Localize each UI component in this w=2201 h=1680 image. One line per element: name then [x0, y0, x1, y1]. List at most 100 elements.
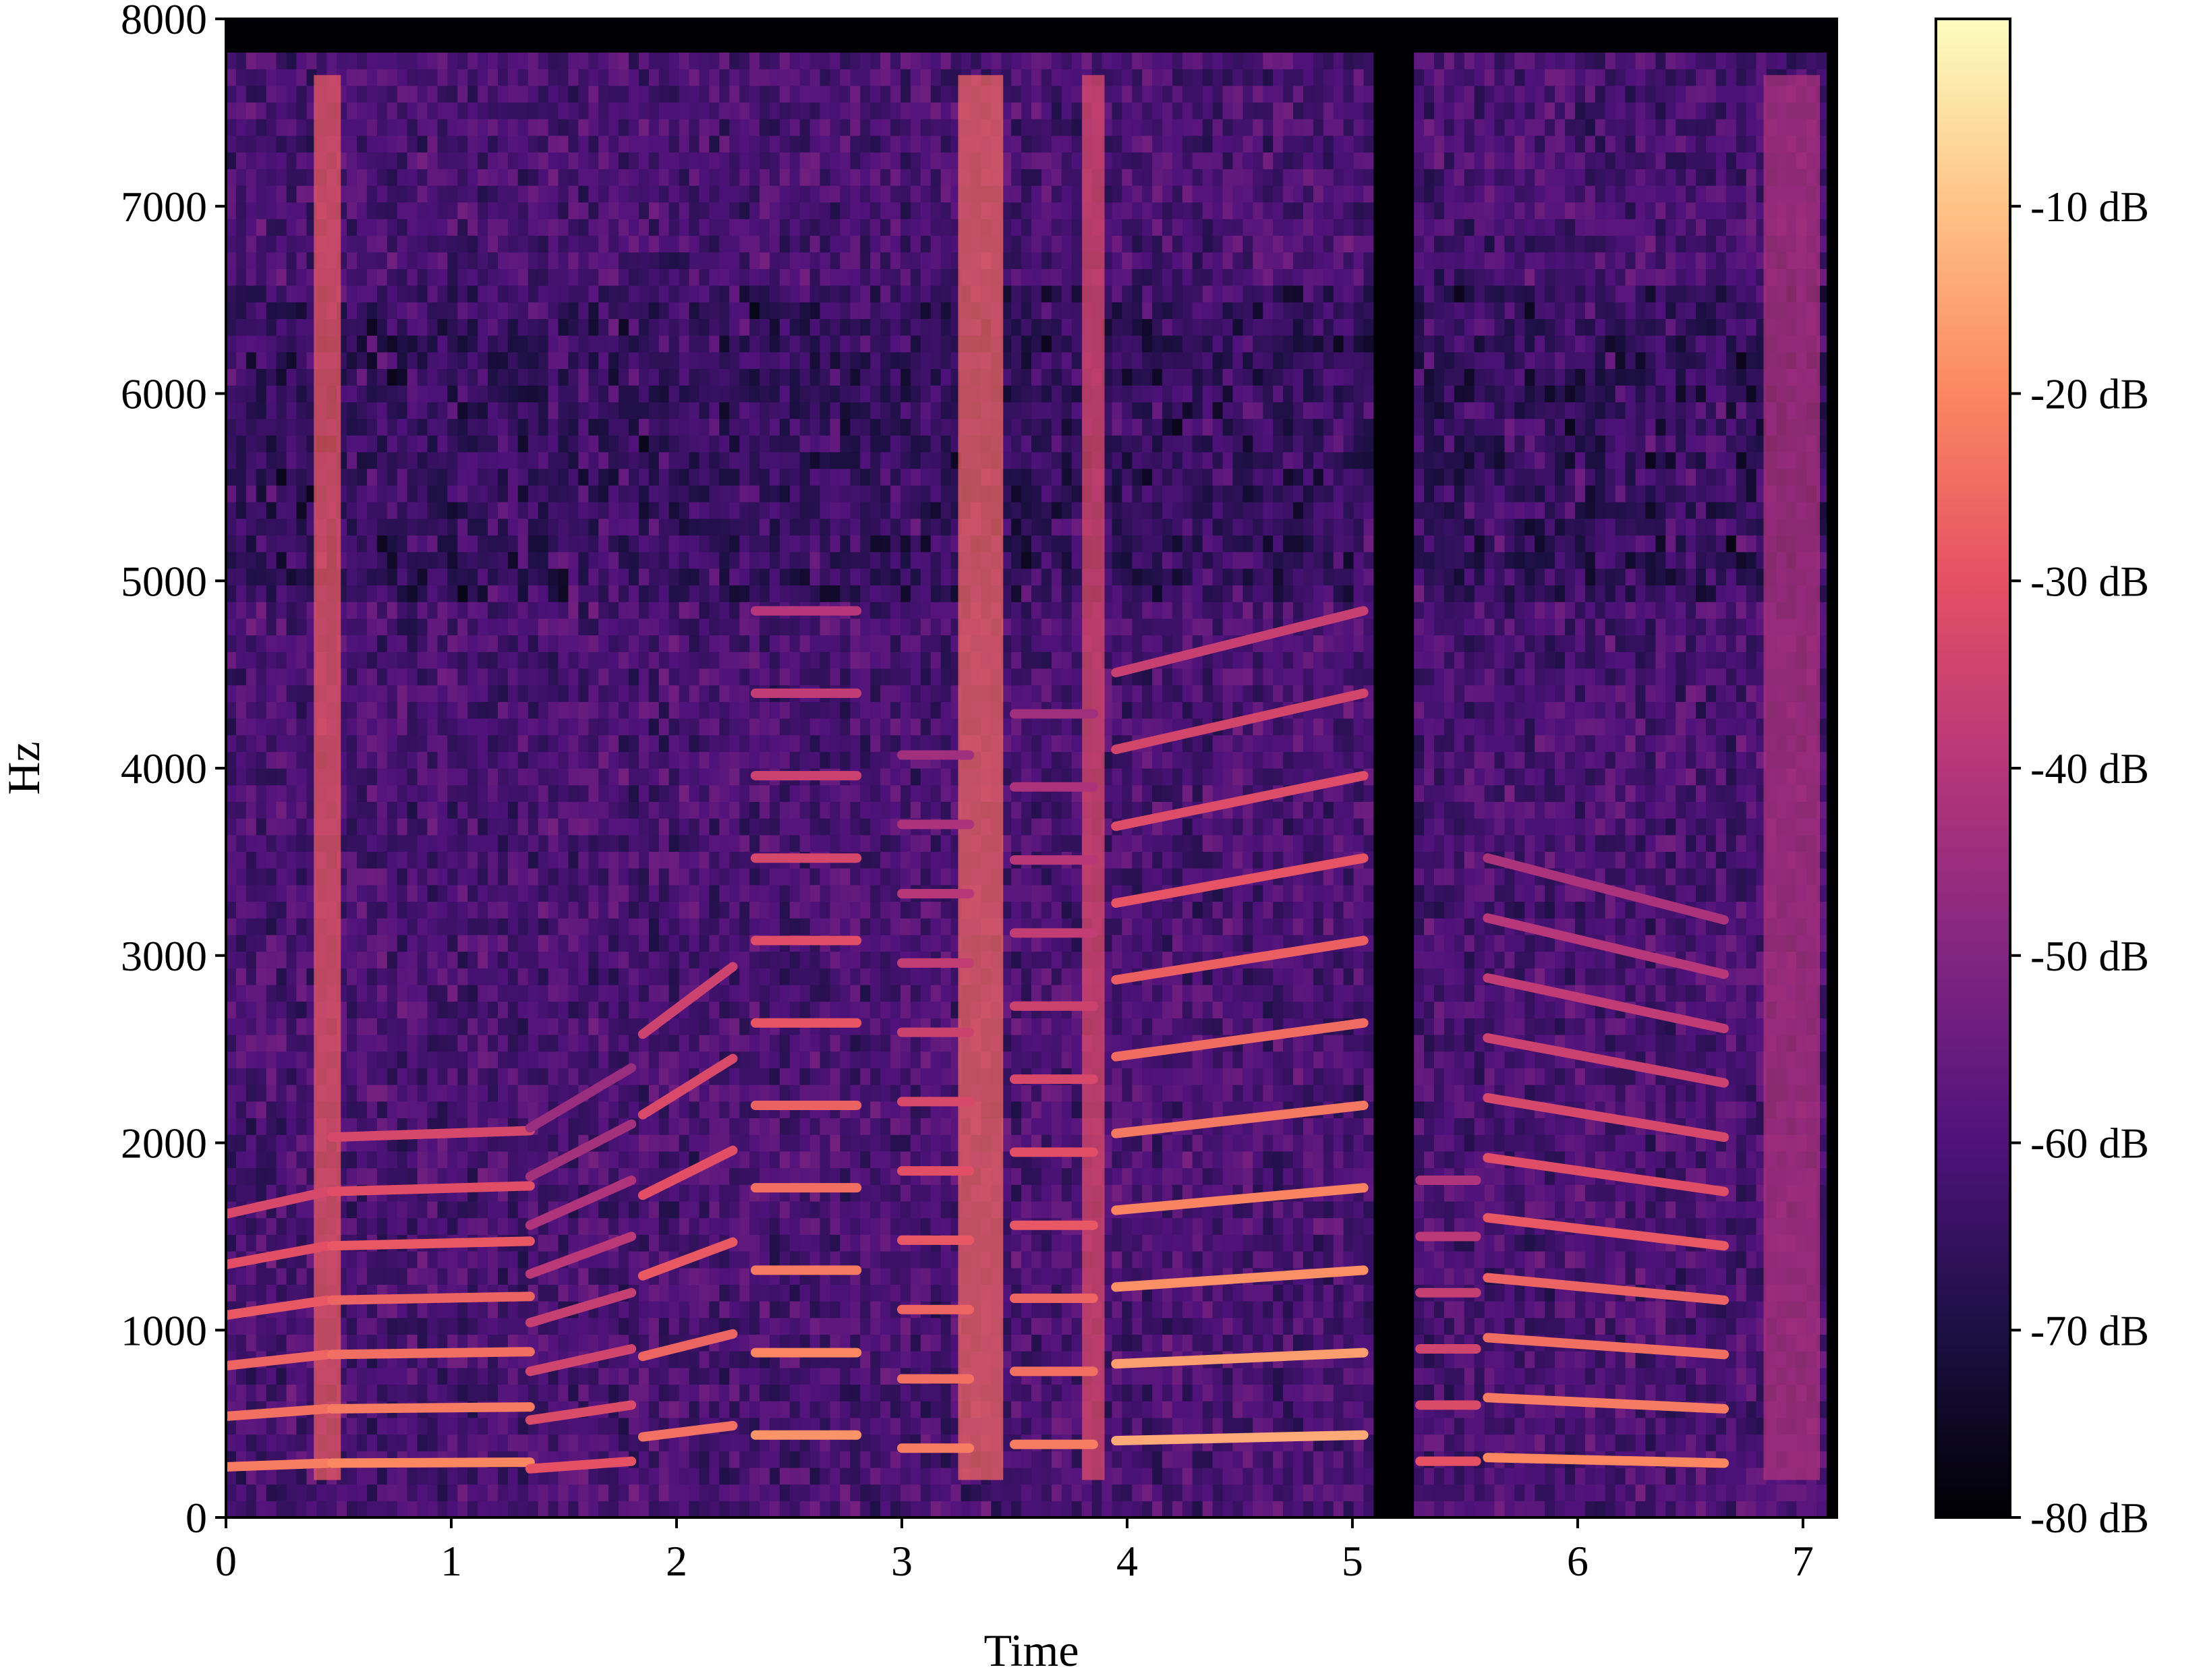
spectrogram-cell [246, 219, 257, 236]
spectrogram-cell [619, 1484, 629, 1501]
spectrogram-cell [427, 1001, 438, 1018]
spectrogram-cell [739, 1434, 750, 1451]
spectrogram-cell [729, 219, 740, 236]
spectrogram-cell [447, 901, 458, 919]
spectrogram-cell [719, 884, 730, 902]
spectrogram-cell [286, 552, 297, 569]
spectrogram-cell [276, 934, 287, 952]
spectrogram-cell [488, 335, 498, 353]
spectrogram-cell [437, 918, 448, 935]
spectrogram-cell [760, 152, 770, 169]
spectrogram-cell [507, 1051, 519, 1068]
spectrogram-cell [276, 518, 287, 535]
spectrogram-cell [558, 518, 569, 535]
spectrogram-cell [427, 1384, 438, 1401]
spectrogram-cell [760, 1401, 770, 1418]
spectrogram-cell [387, 1334, 398, 1352]
spectrogram-cell [779, 1084, 791, 1102]
spectrogram-cell [558, 135, 569, 153]
spectrogram-cell [286, 934, 297, 952]
spectrogram-cell [760, 834, 770, 852]
spectrogram-cell [608, 501, 619, 519]
spectrogram-cell [417, 1384, 428, 1401]
spectrogram-cell [226, 585, 237, 602]
spectrogram-cell [517, 69, 529, 86]
spectrogram-cell [517, 169, 529, 186]
spectrogram-cell [568, 219, 579, 236]
spectrogram-cell [629, 1035, 639, 1052]
spectrogram-cell [397, 1301, 408, 1319]
spectrogram-cell [608, 818, 619, 836]
spectrogram-cell [648, 1151, 660, 1169]
spectrogram-cell [427, 1417, 438, 1435]
spectrogram-cell [366, 69, 378, 86]
spectrogram-cell [608, 868, 619, 886]
spectrogram-cell [679, 435, 690, 453]
spectrogram-cell [376, 1484, 388, 1501]
spectrogram-cell [608, 1084, 619, 1102]
spectrogram-cell [739, 668, 750, 686]
spectrogram-cell [638, 52, 650, 69]
spectrogram-cell [517, 1151, 529, 1169]
spectrogram-cell [769, 1001, 780, 1018]
spectrogram-cell [457, 701, 468, 719]
spectrogram-cell [760, 635, 770, 652]
spectrogram-cell [296, 501, 307, 519]
spectrogram-cell [760, 435, 770, 453]
spectrogram-cell [427, 435, 438, 453]
spectrogram-cell [588, 635, 599, 652]
spectrogram-cell [457, 318, 468, 336]
spectrogram-cell [699, 1118, 710, 1135]
spectrogram-cell [467, 668, 478, 686]
spectrogram-cell [658, 501, 670, 519]
spectrogram-cell [407, 951, 418, 968]
spectrogram-cell [276, 968, 287, 985]
spectrogram-cell [366, 1484, 378, 1501]
spectrogram-cell [488, 1084, 498, 1102]
spectrogram-cell [387, 1484, 398, 1501]
spectrogram-cell [417, 585, 428, 602]
spectrogram-cell [256, 1101, 267, 1119]
spectrogram-cell [608, 35, 619, 53]
spectrogram-cell [417, 1334, 428, 1352]
spectrogram-cell [668, 119, 680, 136]
spectrogram-cell [689, 1384, 700, 1401]
spectrogram-cell [769, 219, 780, 236]
spectrogram-cell [407, 318, 418, 336]
spectrogram-cell [638, 751, 650, 769]
spectrogram-cell [689, 135, 700, 153]
spectrogram-cell [427, 368, 438, 386]
spectrogram-cell [558, 335, 569, 353]
spectrogram-cell [246, 1384, 257, 1401]
spectrogram-cell [668, 1051, 680, 1068]
spectrogram-cell [407, 1068, 418, 1085]
spectrogram-cell [366, 1267, 378, 1285]
spectrogram-cell [598, 1035, 609, 1052]
spectrogram-cell [296, 202, 307, 219]
spectrogram-cell [658, 268, 670, 286]
spectrogram-cell [588, 1217, 599, 1235]
spectrogram-cell [648, 351, 660, 370]
spectrogram-cell [246, 1167, 257, 1185]
spectrogram-cell [296, 734, 307, 752]
spectrogram-cell [397, 1250, 408, 1269]
spectrogram-cell [689, 651, 700, 669]
spectrogram-cell [296, 934, 307, 952]
spectrogram-cell [578, 52, 589, 69]
spectrogram-cell [619, 1434, 629, 1451]
spectrogram-cell [286, 1018, 297, 1035]
spectrogram-cell [527, 1134, 539, 1152]
spectrogram-cell [357, 285, 368, 303]
spectrogram-cell [749, 52, 760, 69]
spectrogram-cell [689, 751, 700, 769]
spectrogram-cell [507, 169, 519, 186]
spectrogram-cell [347, 1035, 358, 1052]
spectrogram-cell [668, 235, 680, 253]
spectrogram-cell [739, 468, 750, 486]
spectrogram-cell [629, 668, 639, 686]
spectrogram-cell [507, 1001, 519, 1018]
spectrogram-cell [648, 701, 660, 719]
spectrogram-cell [749, 518, 760, 535]
spectrogram-cell [729, 818, 740, 836]
spectrogram-cell [507, 1367, 519, 1385]
